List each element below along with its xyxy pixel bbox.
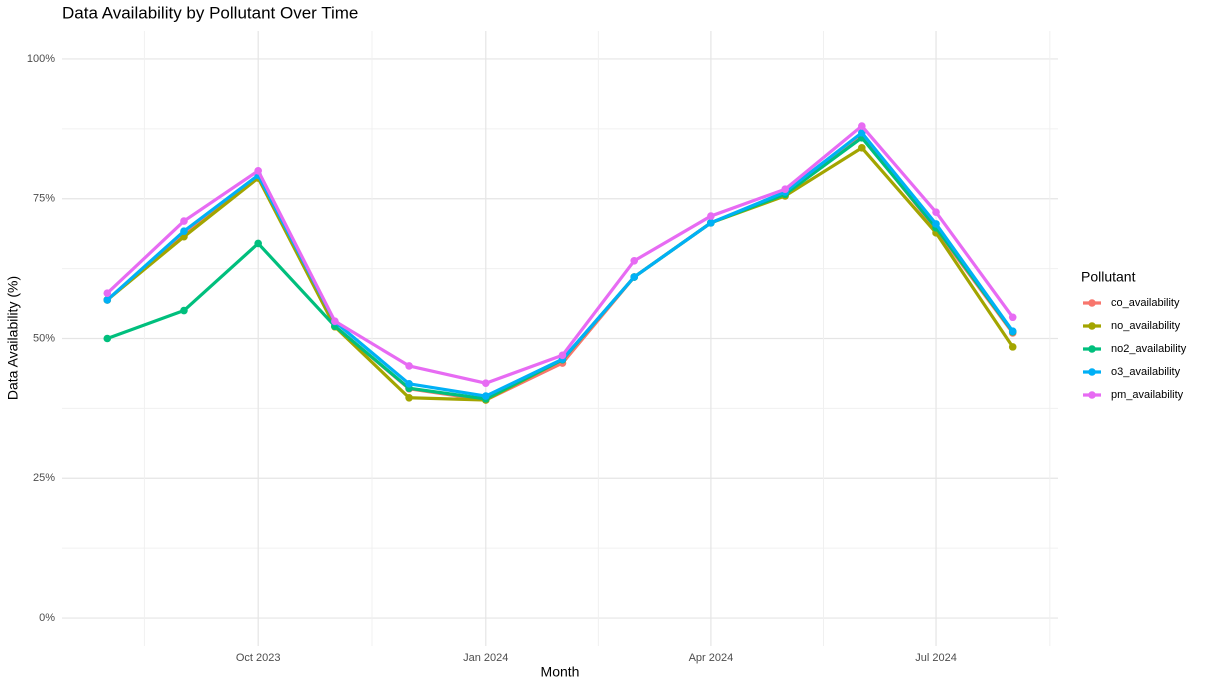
data-point: [858, 144, 866, 152]
data-point: [932, 208, 940, 216]
x-tick-label: Apr 2024: [689, 652, 734, 664]
data-point: [103, 296, 112, 304]
legend-key-point: [1088, 345, 1096, 353]
y-tick-label: 0%: [39, 612, 55, 624]
data-point: [932, 220, 940, 228]
chart-title: Data Availability by Pollutant Over Time: [62, 3, 358, 22]
data-point: [481, 379, 490, 388]
y-tick-label: 25%: [33, 472, 55, 484]
legend-label: no_availability: [1111, 320, 1181, 332]
legend-label: co_availability: [1111, 297, 1180, 309]
data-point: [481, 392, 490, 400]
grid: [62, 31, 1058, 646]
data-point: [180, 306, 188, 315]
data-point: [180, 217, 188, 225]
legend-key-point: [1088, 391, 1096, 399]
data-point: [781, 185, 789, 194]
data-point: [1008, 313, 1017, 322]
data-point: [405, 362, 413, 370]
y-tick-label: 50%: [33, 332, 55, 344]
y-tick-label: 75%: [33, 193, 55, 205]
legend-label: no2_availability: [1111, 343, 1187, 355]
data-point: [405, 393, 413, 402]
data-point: [254, 166, 262, 175]
data-point: [405, 379, 413, 388]
data-point: [858, 128, 866, 137]
data-point: [1008, 327, 1017, 336]
legend-key-point: [1088, 322, 1096, 330]
legend-label: pm_availability: [1111, 389, 1184, 401]
data-point: [707, 212, 715, 220]
y-tick-label: 100%: [27, 53, 55, 65]
data-point: [180, 227, 188, 235]
legend-label: o3_availability: [1111, 366, 1181, 378]
legend-key-point: [1088, 299, 1096, 307]
data-point: [707, 218, 715, 227]
data-point: [630, 256, 639, 265]
x-tick-label: Oct 2023: [236, 652, 281, 664]
legend-title: Pollutant: [1081, 269, 1136, 285]
data-point: [103, 289, 112, 298]
data-point: [331, 317, 339, 325]
legend-key-point: [1088, 368, 1096, 376]
data-point: [1008, 343, 1017, 351]
data-point: [858, 122, 866, 130]
x-axis-label: Month: [541, 664, 580, 680]
data-point: [630, 273, 639, 281]
x-tick-label: Jan 2024: [463, 652, 508, 664]
data-point: [558, 351, 567, 360]
data-point: [254, 239, 262, 248]
x-tick-label: Jul 2024: [915, 652, 957, 664]
data-point: [103, 334, 112, 343]
y-axis-label: Data Availability (%): [5, 276, 21, 400]
